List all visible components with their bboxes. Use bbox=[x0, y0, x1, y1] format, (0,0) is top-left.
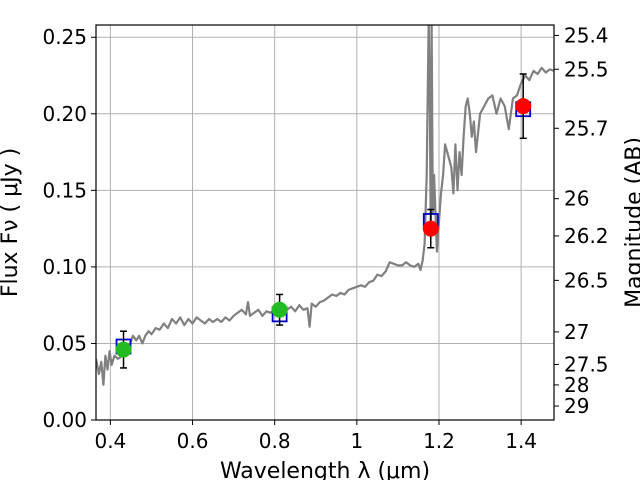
x-tick-label: 1 bbox=[350, 429, 363, 453]
right-tick-label: 25.7 bbox=[564, 116, 609, 140]
data-point bbox=[115, 341, 132, 358]
right-tick-label: 29 bbox=[564, 394, 589, 418]
right-tick-label: 27.5 bbox=[564, 352, 609, 376]
data-point bbox=[271, 301, 288, 318]
right-axis-label: Magnitude (AB) bbox=[622, 137, 640, 308]
x-tick-label: 0.6 bbox=[177, 429, 209, 453]
y-axis-label: Flux Fν ( μJy ) bbox=[0, 148, 23, 297]
y-tick-label: 0.05 bbox=[42, 331, 87, 355]
x-axis-label: Wavelength λ (μm) bbox=[220, 459, 430, 480]
right-tick-label: 25.4 bbox=[564, 23, 609, 47]
right-tick-label: 28 bbox=[564, 373, 589, 397]
y-tick-label: 0.25 bbox=[42, 25, 87, 49]
y-tick-label: 0.10 bbox=[42, 255, 87, 279]
data-point bbox=[515, 98, 532, 115]
grid bbox=[96, 25, 554, 421]
right-tick-label: 26 bbox=[564, 187, 589, 211]
right-tick-label: 27 bbox=[564, 320, 589, 344]
x-tick-label: 1.4 bbox=[505, 429, 537, 453]
x-tick-label: 0.8 bbox=[259, 429, 291, 453]
spectrum-line bbox=[96, 25, 554, 386]
right-tick-label: 26.2 bbox=[564, 224, 609, 248]
y-tick-label: 0.15 bbox=[42, 178, 87, 202]
x-tick-label: 1.2 bbox=[423, 429, 455, 453]
data-point bbox=[422, 220, 439, 237]
series-layer bbox=[96, 25, 554, 386]
ticks: 0.4 0.6 0.8 1 1.2 1.4 0.00 0.05 0.10 0.15 0.20 0.25… bbox=[42, 23, 608, 453]
right-tick-label: 26.5 bbox=[564, 268, 609, 292]
right-tick-label: 25.5 bbox=[564, 57, 609, 81]
plot-frame bbox=[95, 24, 555, 421]
y-tick-label: 0.00 bbox=[42, 408, 87, 432]
y-tick-label: 0.20 bbox=[42, 102, 87, 126]
x-tick-label: 0.4 bbox=[94, 429, 126, 453]
